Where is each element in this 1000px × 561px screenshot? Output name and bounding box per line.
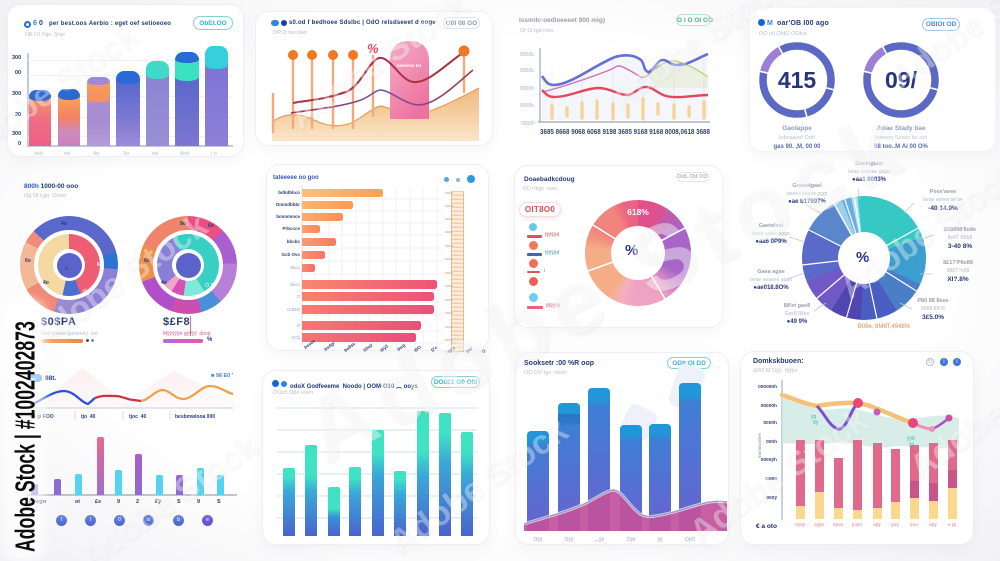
svg-text:Oȳȳ: Oȳȳ — [534, 537, 543, 543]
svg-text:S: S — [177, 499, 181, 505]
svg-text:£ȳ: £ȳ — [155, 499, 162, 505]
svg-text:Jolae Stady bae: Jolae Stady bae — [876, 125, 926, 132]
svg-text:0000h: 0000h — [763, 420, 777, 426]
svg-text:O000: O000 — [765, 476, 777, 482]
svg-text:000ȳ: 000ȳ — [766, 495, 777, 501]
svg-text:09/: 09/ — [885, 67, 918, 93]
svg-text:2: 2 — [136, 499, 139, 505]
svg-text:0000h: 0000h — [520, 86, 534, 92]
svg-text:Oȳȳ: Oȳȳ — [627, 537, 636, 543]
svg-text:%: % — [367, 41, 379, 56]
svg-text:0000ȳh: 0000ȳh — [761, 457, 777, 463]
svg-text:beeono Seooc bc oot: beeono Seooc bc oot — [875, 135, 927, 141]
svg-text:bdwaaoof Odd: bdwaaoof Odd — [779, 135, 815, 141]
svg-text:415: 415 — [778, 67, 817, 93]
svg-text:o ȳȳ: o ȳȳ — [948, 522, 957, 528]
svg-text:tjoc 40: tjoc 40 — [129, 414, 146, 420]
svg-text:48 gi FOO: 48 gi FOO — [30, 414, 54, 420]
svg-text:Immmoohee: Immmoohee — [757, 432, 762, 458]
svg-text:oȳȳ: oȳȳ — [929, 522, 937, 528]
svg-text:S: S — [217, 499, 221, 505]
svg-text:ȳoȳ: ȳoȳ — [891, 522, 899, 528]
svg-text:OȳO: OȳO — [685, 537, 695, 543]
svg-text:3685 8668 9068 6068 9198 3685: 3685 8668 9068 6068 9198 3685 9168 9168 … — [540, 127, 710, 136]
svg-text:oi: oi — [75, 499, 80, 505]
svg-text:ȳoo: ȳoo — [910, 522, 918, 528]
svg-text:000000h: 000000h — [758, 384, 777, 390]
svg-text:8ȳwgo: 8ȳwgo — [29, 499, 47, 505]
svg-text:9: 9 — [117, 499, 120, 505]
svg-text:oȳȳo: oȳȳo — [814, 522, 824, 528]
svg-text:8000h: 8000h — [520, 52, 534, 58]
svg-text:Oȳȳ: Oȳȳ — [565, 537, 574, 543]
svg-text:tjo 40: tjo 40 — [81, 414, 96, 420]
svg-text:9: 9 — [197, 499, 200, 505]
svg-text:0000h: 0000h — [520, 68, 534, 74]
svg-text:000h: 000h — [766, 439, 777, 445]
svg-text:oȳȳ: oȳȳ — [873, 522, 881, 528]
svg-text:ȳoȳo: ȳoȳo — [852, 522, 862, 528]
svg-text:vessess tet: vessess tet — [397, 63, 422, 68]
svg-text:gas 90. ,M, 00 00: gas 90. ,M, 00 00 — [773, 144, 821, 150]
svg-text:︵ȳȳ: ︵ȳȳ — [594, 537, 605, 543]
svg-text:98 too..M Ai 00 O%: 98 too..M Ai 00 O% — [874, 144, 928, 150]
svg-text:oȳoo: oȳoo — [833, 522, 844, 528]
svg-text:£s: £s — [95, 499, 101, 505]
svg-text:besbmwlooa 000: besbmwlooa 000 — [175, 414, 215, 420]
svg-text:oȳoȳ: oȳoȳ — [795, 522, 806, 528]
svg-text:Gaolappe: Gaolappe — [782, 125, 812, 132]
svg-text:00000h: 00000h — [761, 403, 777, 409]
svg-text:€ a oto: € a oto — [756, 523, 777, 530]
svg-text:0000h: 0000h — [520, 103, 534, 109]
svg-text:0000h: 0000h — [521, 121, 535, 127]
svg-text:ȳȳ: ȳȳ — [658, 537, 664, 543]
